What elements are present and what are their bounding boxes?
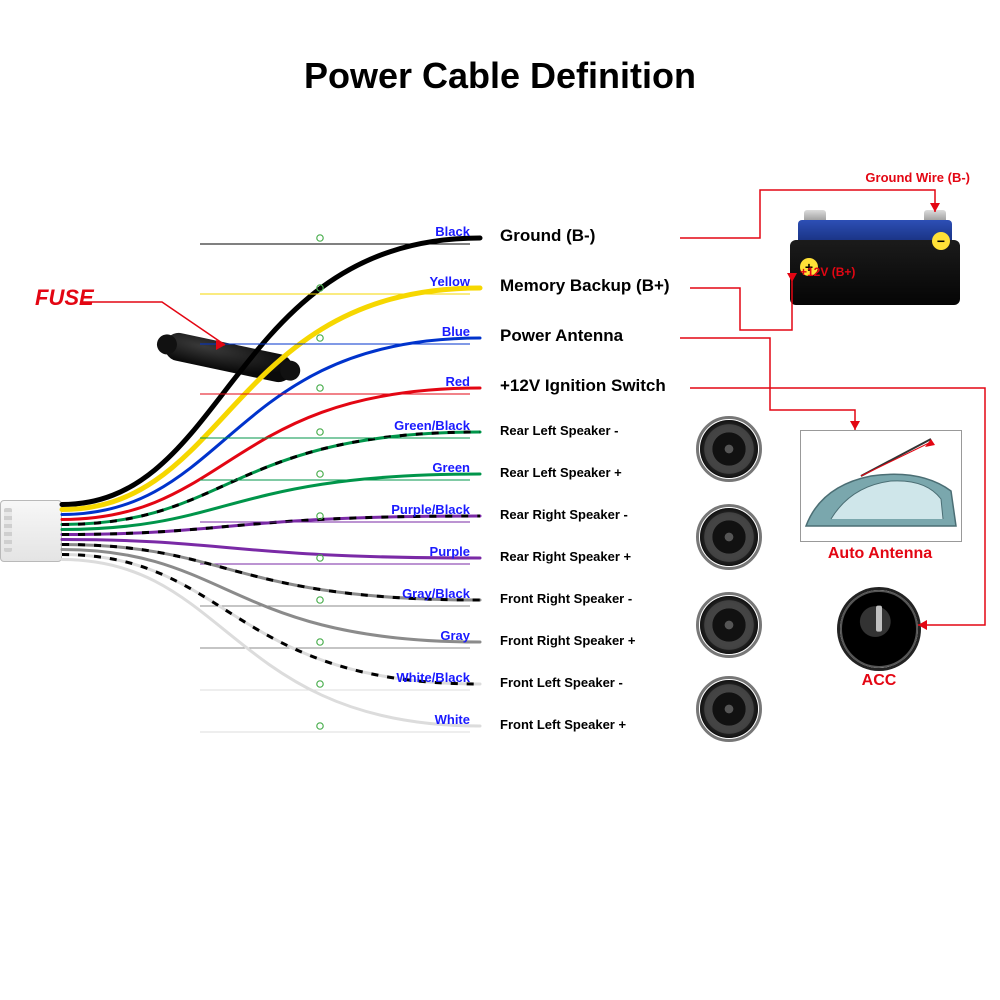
wire-color-gray: Gray [200,628,470,643]
speaker-rear-left [700,420,758,478]
wire-color-purpleblack: Purple/Black [200,502,470,517]
wire-color-purple: Purple [200,544,470,559]
wire-func-purpleblack: Rear Right Speaker - [500,507,628,522]
wire-func-grayblack: Front Right Speaker - [500,591,632,606]
connector-plug [0,490,70,570]
auto-antenna-label: Auto Antenna [800,545,960,563]
battery: − + [790,210,960,305]
wire-func-purple: Rear Right Speaker + [500,549,631,564]
acc-label: ACC [840,672,918,690]
wire-func-white: Front Left Speaker + [500,717,626,732]
wire-func-red: +12V Ignition Switch [500,376,666,396]
wire-color-yellow: Yellow [200,274,470,289]
speaker-front-left [700,680,758,738]
diagram-title: Power Cable Definition [0,55,1000,97]
wire-color-grayblack: Gray/Black [200,586,470,601]
wire-color-red: Red [200,374,470,389]
wire-color-whiteblack: White/Black [200,670,470,685]
wire-color-greenblack: Green/Black [200,418,470,433]
wire-func-whiteblack: Front Left Speaker - [500,675,623,690]
fuse-label: FUSE [35,285,94,311]
car-icon [801,431,961,541]
battery-neg-sign: − [932,232,950,250]
wire-color-blue: Blue [200,324,470,339]
speaker-front-right [700,596,758,654]
wire-func-green: Rear Left Speaker + [500,465,622,480]
speaker-rear-right [700,508,758,566]
wire-color-green: Green [200,460,470,475]
acc-ignition [840,590,918,668]
wire-func-gray: Front Right Speaker + [500,633,635,648]
wire-color-black: Black [200,224,470,239]
wire-func-black: Ground (B-) [500,226,595,246]
auto-antenna-car [800,430,962,542]
wire-func-yellow: Memory Backup (B+) [500,276,670,296]
battery-plus-label: +12V (B+) [800,265,880,279]
wire-func-blue: Power Antenna [500,326,623,346]
battery-ground-label: Ground Wire (B-) [820,170,970,185]
wire-func-greenblack: Rear Left Speaker - [500,423,619,438]
wire-color-white: White [200,712,470,727]
